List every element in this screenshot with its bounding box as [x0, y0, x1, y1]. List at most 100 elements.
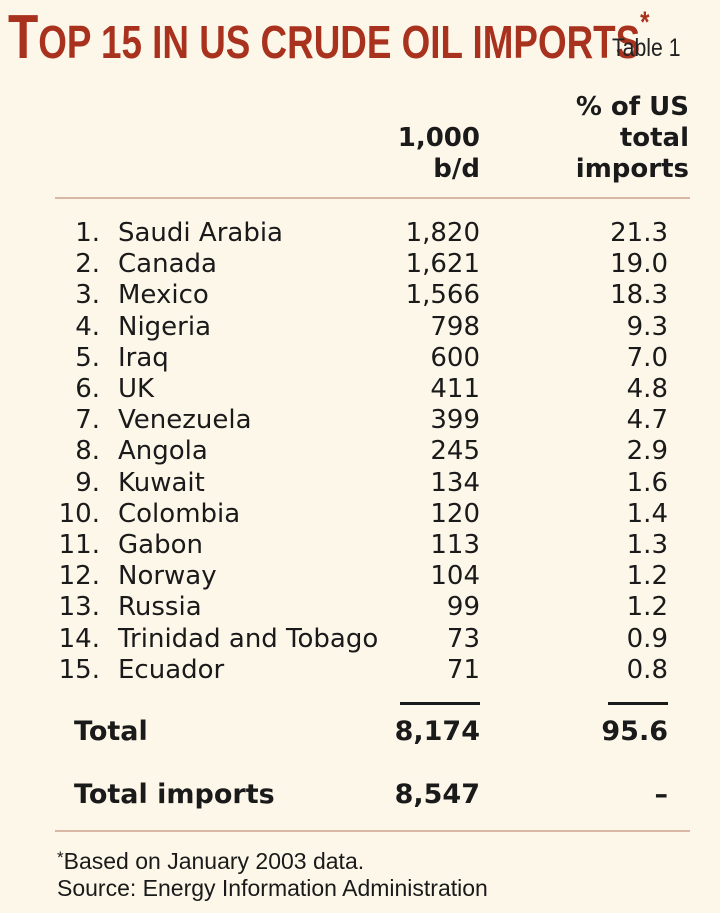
- row-rank: 1.: [75, 218, 100, 248]
- row-rank: 7.: [75, 405, 100, 436]
- share-header-line-1: % of US: [575, 92, 689, 122]
- total-imports-volume: 8,547: [394, 779, 480, 810]
- header-divider: [55, 197, 690, 199]
- title-initial: T: [8, 3, 39, 72]
- row-volume: 245: [430, 436, 480, 467]
- table-row: 12. Norway 104 1.2: [0, 561, 720, 592]
- volume-header-line-2: b/d: [433, 154, 480, 184]
- row-share: 1.6: [626, 467, 668, 498]
- row-rank: 9.: [75, 467, 100, 498]
- row-rank: 4.: [75, 311, 100, 342]
- row-volume: 113: [430, 530, 480, 560]
- row-volume: 104: [430, 561, 480, 592]
- row-rank: 14.: [58, 623, 100, 654]
- title-text: OP 15 IN US CRUDE OIL IMPORTS: [38, 16, 641, 68]
- row-country: Norway: [118, 561, 217, 592]
- table-row: 8. Angola 245 2.9: [0, 436, 720, 467]
- total-row: Total 8,174 95.6: [0, 714, 720, 750]
- row-country: Iraq: [118, 342, 169, 373]
- row-volume: 1,820: [405, 218, 480, 248]
- table-row: 7. Venezuela 399 4.7: [0, 405, 720, 436]
- row-volume: 798: [430, 311, 480, 342]
- total-imports-row: Total imports 8,547 –: [0, 777, 720, 813]
- row-rank: 5.: [75, 342, 100, 373]
- footnote: *Based on January 2003 data.: [57, 843, 364, 876]
- row-country: Russia: [118, 592, 202, 623]
- row-country: Angola: [118, 436, 208, 467]
- row-rank: 11.: [58, 530, 100, 560]
- row-volume: 411: [430, 374, 480, 404]
- row-share: 0.9: [626, 623, 668, 654]
- row-rank: 8.: [75, 436, 100, 467]
- share-column-header: % of US total imports: [576, 92, 689, 185]
- row-country: Colombia: [118, 498, 241, 529]
- row-country: Ecuador: [118, 654, 225, 685]
- row-share: 1.3: [626, 530, 668, 560]
- row-country: Nigeria: [118, 311, 212, 342]
- source-note: Source: Energy Information Administratio…: [57, 875, 488, 901]
- table-row: 9. Kuwait 134 1.6: [0, 468, 720, 499]
- row-volume: 99: [446, 592, 480, 623]
- row-rank: 2.: [75, 249, 100, 280]
- row-share: 1.2: [626, 592, 668, 623]
- footer-divider: [55, 830, 690, 832]
- row-country: Canada: [118, 249, 217, 280]
- row-share: 1.2: [626, 561, 668, 592]
- row-share: 4.8: [626, 374, 668, 404]
- row-country: Trinidad and Tobago: [118, 623, 379, 654]
- volume-sum-line: [400, 702, 480, 705]
- row-rank: 12.: [58, 561, 100, 592]
- row-rank: 15.: [58, 654, 100, 685]
- share-header-line-2: total: [619, 123, 689, 153]
- table-row: 3. Mexico 1,566 18.3: [0, 280, 720, 311]
- total-imports-share: –: [654, 779, 669, 810]
- page-title: TOP 15 IN US CRUDE OIL IMPORTS*: [8, 2, 650, 74]
- table-row: 2. Canada 1,621 19.0: [0, 249, 720, 280]
- footnote-text: Based on January 2003 data.: [63, 848, 365, 874]
- row-share: 2.9: [626, 436, 668, 467]
- row-volume: 1,566: [405, 280, 480, 311]
- row-share: 21.3: [610, 218, 668, 248]
- row-volume: 1,621: [405, 249, 480, 280]
- row-country: Kuwait: [118, 467, 205, 498]
- row-country: Venezuela: [118, 405, 252, 436]
- table-row: 1. Saudi Arabia 1,820 21.3: [0, 218, 720, 249]
- row-country: Gabon: [118, 530, 203, 560]
- row-country: UK: [118, 374, 155, 404]
- total-share: 95.6: [601, 716, 668, 747]
- total-volume: 8,174: [394, 716, 480, 747]
- row-rank: 13.: [58, 592, 100, 623]
- row-volume: 120: [430, 498, 480, 529]
- table-row: 13. Russia 99 1.2: [0, 592, 720, 623]
- table-row: 11. Gabon 113 1.3: [0, 530, 720, 561]
- table-row: 5. Iraq 600 7.0: [0, 343, 720, 374]
- table-row: 14. Trinidad and Tobago 73 0.9: [0, 624, 720, 655]
- volume-header-line-1: 1,000: [397, 123, 480, 153]
- footnote-marker: *: [57, 848, 64, 867]
- total-imports-label: Total imports: [74, 779, 275, 810]
- row-country: Saudi Arabia: [118, 218, 283, 248]
- row-rank: 6.: [75, 374, 100, 404]
- table-row: 10. Colombia 120 1.4: [0, 499, 720, 530]
- table-row: 15. Ecuador 71 0.8: [0, 655, 720, 686]
- row-volume: 73: [446, 623, 480, 654]
- row-rank: 10.: [58, 498, 100, 529]
- share-header-line-3: imports: [575, 154, 689, 184]
- row-share: 0.8: [626, 654, 668, 685]
- row-rank: 3.: [75, 280, 100, 311]
- row-share: 4.7: [626, 405, 668, 436]
- title-footnote-marker: *: [640, 6, 650, 39]
- row-share: 7.0: [626, 342, 668, 373]
- row-country: Mexico: [118, 280, 209, 311]
- table-row: 6. UK 411 4.8: [0, 374, 720, 405]
- row-share: 18.3: [610, 280, 668, 311]
- row-share: 9.3: [626, 311, 668, 342]
- row-volume: 399: [430, 405, 480, 436]
- row-volume: 600: [430, 342, 480, 373]
- table-row: 4. Nigeria 798 9.3: [0, 312, 720, 343]
- table-label: Table 1: [612, 34, 681, 62]
- volume-column-header: 1,000 b/d: [398, 123, 480, 185]
- row-volume: 71: [446, 654, 480, 685]
- row-share: 1.4: [626, 498, 668, 529]
- row-volume: 134: [430, 467, 480, 498]
